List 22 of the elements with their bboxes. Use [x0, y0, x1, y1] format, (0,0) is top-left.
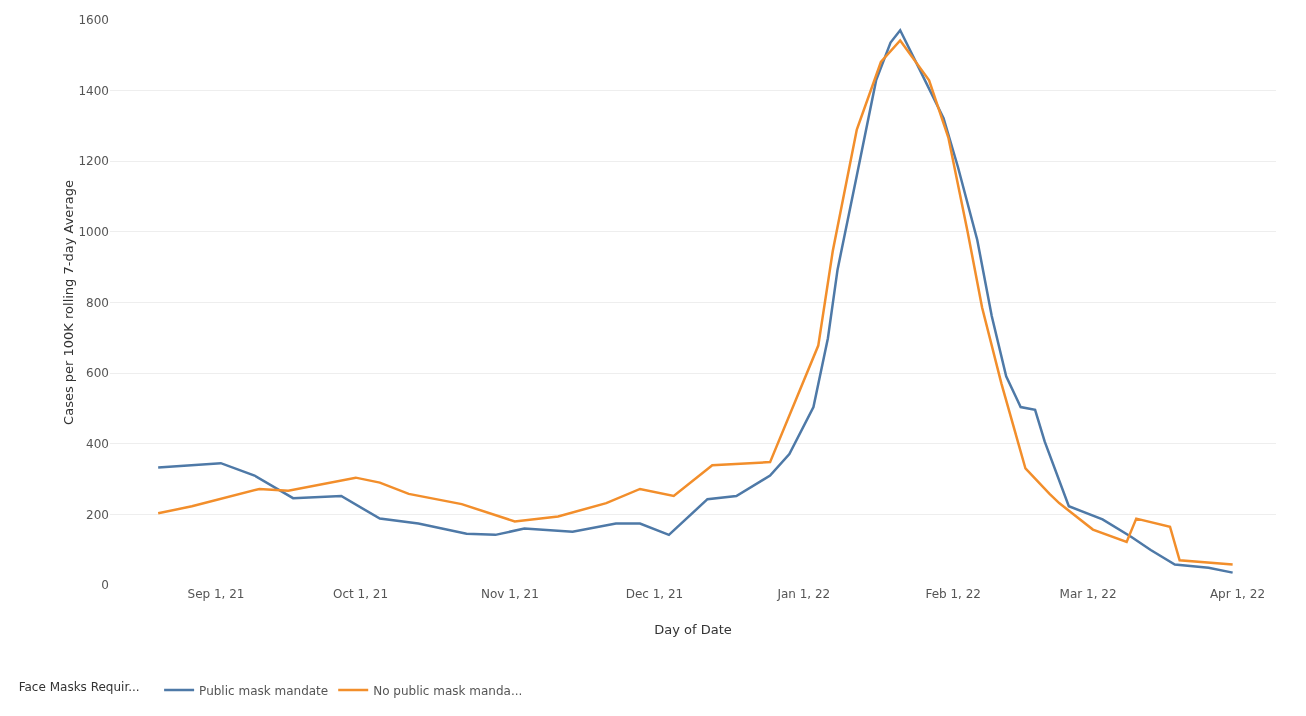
x-tick-label: Oct 1, 21: [333, 587, 389, 601]
x-tick-label: Nov 1, 21: [481, 587, 539, 601]
legend-title: Face Masks Requir...: [18, 680, 152, 694]
y-tick-label: 0: [101, 578, 109, 593]
y-axis-title: Cases per 100K rolling 7-day Average: [61, 180, 77, 425]
x-tick-label: Apr 1, 22: [1209, 587, 1265, 601]
y-tick-label: 600: [86, 366, 109, 381]
x-tick-label: Mar 1, 22: [1059, 587, 1117, 601]
y-tick-label: 1000: [78, 225, 109, 240]
legend-label: Public mask mandate: [199, 683, 329, 698]
y-tick-label: 200: [86, 507, 109, 522]
x-axis-title: Day of Date: [654, 622, 732, 637]
x-tick-label: Feb 1, 22: [925, 587, 981, 601]
y-tick-label: 1200: [78, 154, 109, 169]
x-tick-label: Jan 1, 22: [776, 587, 831, 601]
y-tick-label: 1400: [78, 83, 109, 98]
y-tick-label: 1600: [78, 13, 109, 28]
legend-label: No public mask manda...: [373, 683, 523, 698]
y-tick-label: 800: [86, 295, 109, 310]
x-tick-label: Sep 1, 21: [187, 587, 245, 601]
x-tick-label: Dec 1, 21: [625, 587, 684, 601]
y-tick-label: 400: [86, 436, 109, 451]
